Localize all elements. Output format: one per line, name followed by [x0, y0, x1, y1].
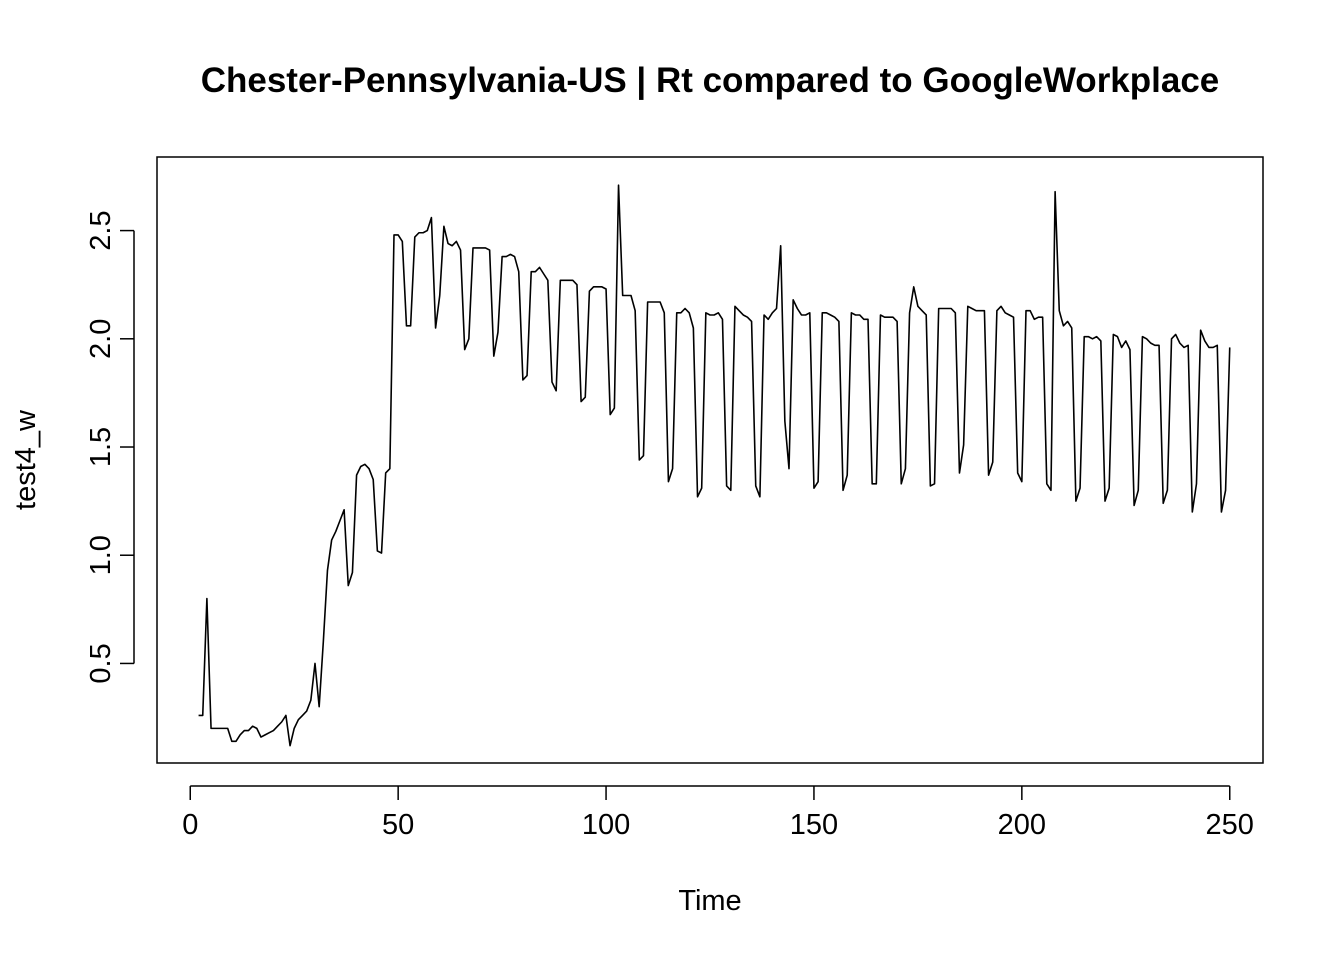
x-tick-label: 250 — [1206, 809, 1254, 841]
y-tick-label: 0.5 — [85, 643, 117, 683]
y-tick-label: 1.0 — [85, 535, 117, 575]
x-tick-label: 0 — [182, 809, 198, 841]
x-tick-label: 50 — [382, 809, 414, 841]
y-axis-label: test4_w — [10, 409, 42, 510]
series-line — [198, 184, 1231, 747]
plot-frame — [156, 156, 1264, 764]
x-tick-label: 150 — [790, 809, 838, 841]
y-axis: 0.5 1.0 1.5 2.0 2.5 — [85, 210, 135, 684]
x-axis-label: Time — [678, 885, 741, 917]
x-tick-label: 200 — [998, 809, 1046, 841]
y-tick-label: 2.0 — [85, 319, 117, 359]
y-tick-label: 1.5 — [85, 427, 117, 467]
chart-title: Chester-Pennsylvania-US | Rt compared to… — [201, 61, 1220, 100]
x-tick-label: 100 — [582, 809, 630, 841]
x-axis: 0 50 100 150 200 250 — [182, 785, 1254, 841]
y-tick-label: 2.5 — [85, 210, 117, 250]
